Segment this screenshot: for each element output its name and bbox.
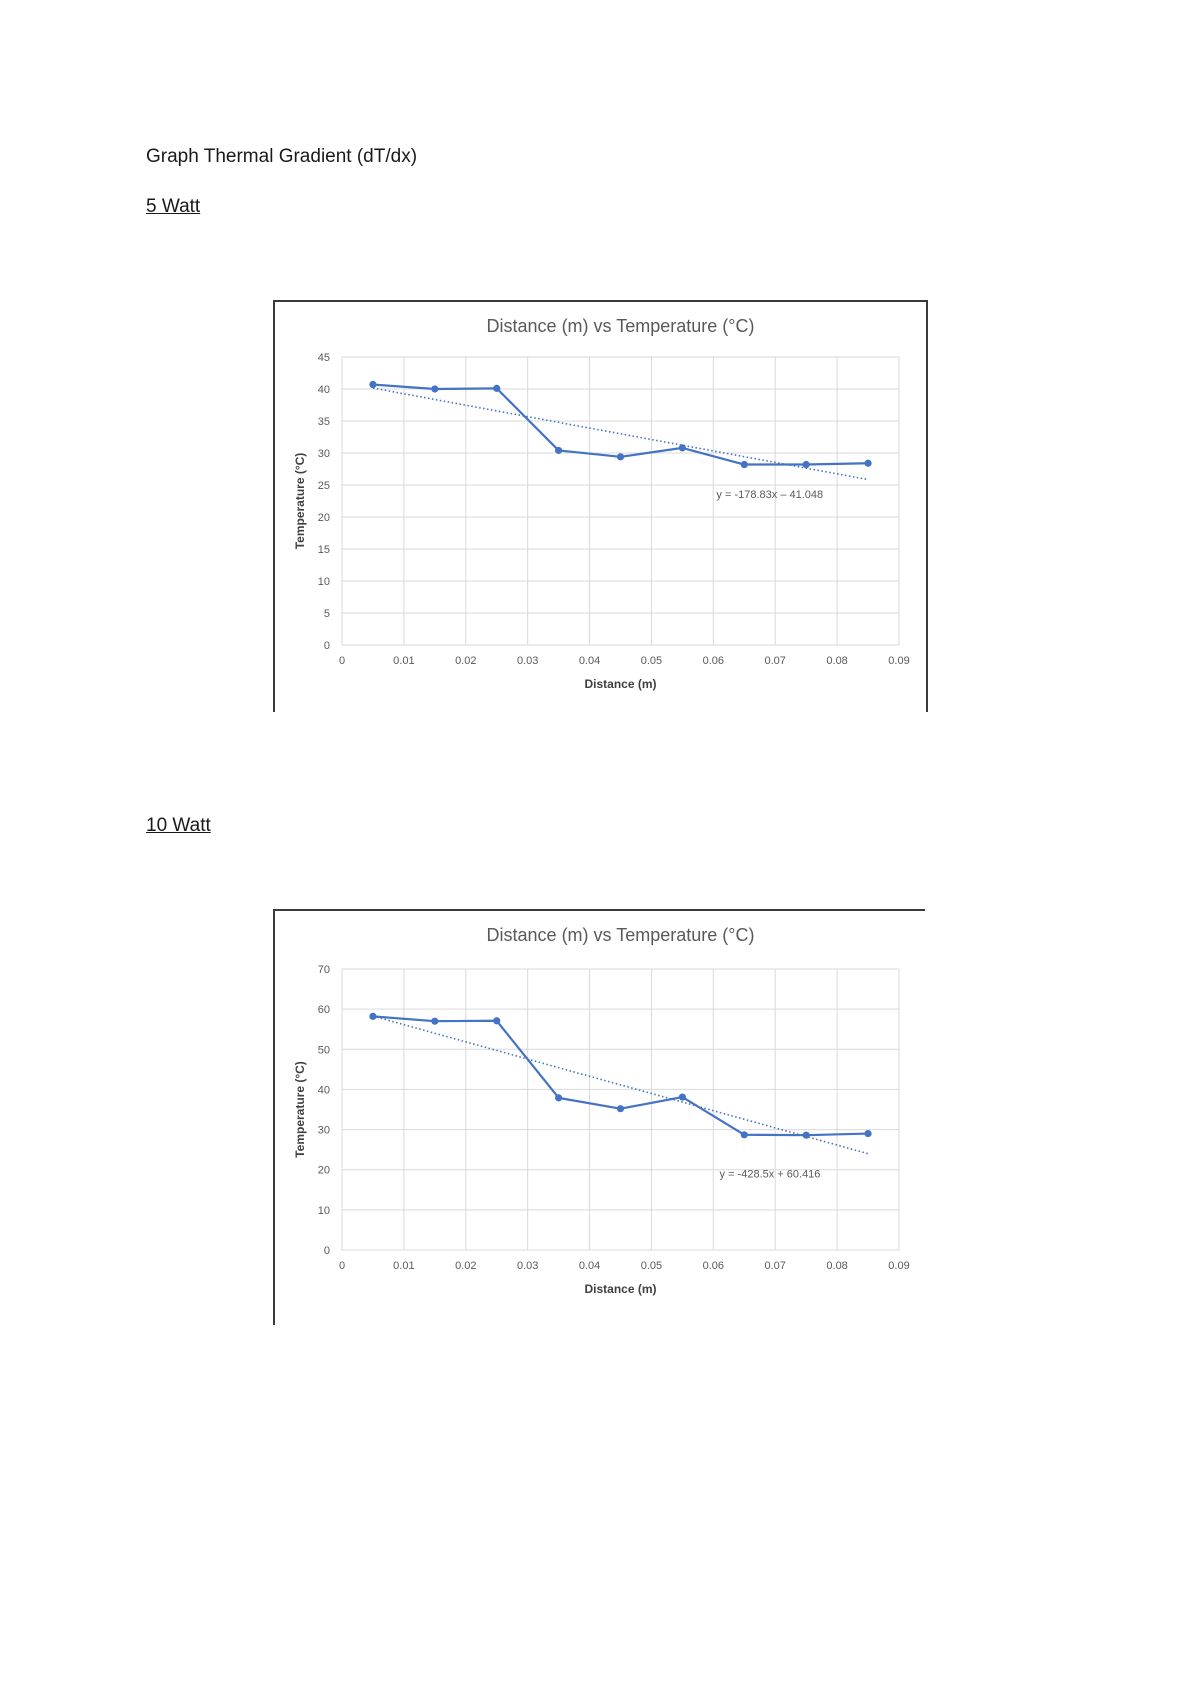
y-tick-label: 40 [318,384,330,396]
y-tick-label: 20 [318,512,330,524]
x-tick-label: 0.07 [765,1260,786,1272]
data-point-marker [431,1017,439,1025]
data-point-marker [678,1093,686,1101]
x-tick-label: 0.01 [393,1260,414,1272]
y-tick-label: 10 [318,1205,330,1217]
chart-title: Distance (m) vs Temperature (°C) [487,925,755,945]
data-point-marker [864,1129,872,1138]
y-tick-label: 45 [318,352,330,364]
x-axis-title: Distance (m) [584,677,656,691]
y-axis-title: Temperature (°C) [293,1061,307,1158]
x-tick-label: 0.09 [888,1260,909,1272]
x-tick-label: 0.04 [579,1260,600,1272]
y-tick-label: 60 [318,1004,330,1016]
data-point-marker [555,1094,563,1102]
gridlines [341,968,900,1251]
chart-5-watt: Distance (m) vs Temperature (°C) 0 5 10 15 20… [273,300,928,712]
trendline [372,1015,869,1155]
y-tick-label: 30 [318,448,330,460]
y-tick-label: 10 [318,576,330,588]
y-axis-title: Temperature (°C) [293,453,307,550]
y-tick-label: 5 [324,608,330,620]
data-point-marker [369,1012,377,1020]
y-tick-label: 15 [318,544,330,556]
section-heading-5-watt: 5 Watt [146,196,201,217]
trendline-equation: y = -178.83x – 41.048 [716,489,823,501]
y-tick-label: 40 [318,1084,330,1096]
y-tick-label: 0 [324,1245,330,1257]
y-tick-label: 50 [318,1044,330,1056]
data-series-line [372,1015,869,1137]
section-heading-10-watt: 10 Watt [146,815,211,836]
x-tick-label: 0.08 [826,1260,847,1272]
data-point-marker [802,1131,810,1139]
x-tick-label: 0.03 [517,655,538,667]
y-tick-label: 25 [318,480,330,492]
gridlines [341,356,900,646]
x-tick-label: 0.01 [393,655,414,667]
chart-10-watt: Distance (m) vs Temperature (°C) 0 10 20 30 4… [273,909,925,1325]
data-point-marker [740,460,748,469]
data-point-marker [616,1105,625,1113]
x-tick-label: 0 [339,655,345,667]
x-tick-label: 0.07 [765,655,786,667]
x-tick-label: 0.03 [517,1260,538,1272]
data-point-marker [369,380,377,389]
x-tick-label: 0.02 [455,1260,476,1272]
data-point-marker [493,384,501,392]
trendline-equation: y = -428.5x + 60.416 [720,1169,821,1181]
x-tick-label: 0.05 [641,1260,662,1272]
data-point-marker [616,453,625,461]
data-point-marker [864,459,872,467]
data-point-marker [740,1131,748,1139]
data-point-marker [802,460,810,469]
x-tick-label: 0.05 [641,655,662,667]
x-axis-title: Distance (m) [584,1282,656,1296]
document-title: Graph Thermal Gradient (dT/dx) [146,146,418,167]
y-tick-label: 35 [318,416,330,428]
data-point-marker [555,446,563,455]
x-tick-label: 0.09 [888,655,909,667]
data-point-marker [431,385,439,393]
x-tick-label: 0.06 [703,1260,724,1272]
y-tick-label: 30 [318,1125,330,1137]
y-tick-label: 20 [318,1165,330,1177]
data-point-marker [493,1017,501,1025]
y-tick-label: 0 [324,640,330,652]
trendline [372,387,869,481]
chart-5-watt-canvas: Distance (m) vs Temperature (°C) 0 5 10 15 20… [293,316,910,691]
x-tick-label: 0 [339,1260,345,1272]
x-tick-label: 0.06 [703,655,724,667]
x-tick-label: 0.02 [455,655,476,667]
chart-title: Distance (m) vs Temperature (°C) [487,316,755,336]
x-tick-label: 0.04 [579,655,600,667]
data-point-marker [678,444,686,452]
y-tick-label: 70 [318,964,330,976]
chart-10-watt-canvas: Distance (m) vs Temperature (°C) 0 10 20 30 4… [293,925,910,1296]
x-tick-label: 0.08 [826,655,847,667]
